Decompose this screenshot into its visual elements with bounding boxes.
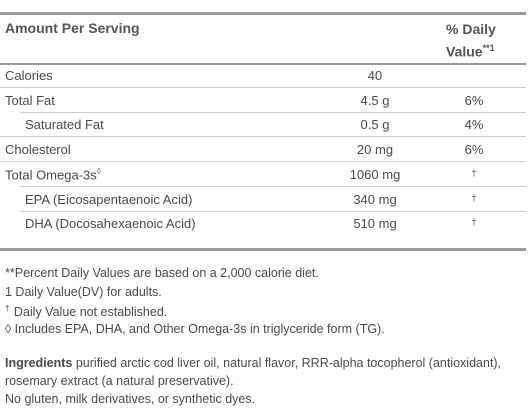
nutrient-dv: † bbox=[471, 217, 477, 227]
nutrient-name-text: Total Omega-3s bbox=[5, 167, 97, 183]
nutrient-name: Saturated Fat bbox=[25, 117, 104, 132]
nutrient-amount: 40 bbox=[367, 68, 383, 83]
dv-header-mark: **1 bbox=[482, 43, 495, 53]
dv-header-line2: Value bbox=[446, 43, 483, 60]
dagger-mark: † bbox=[5, 304, 10, 313]
row-divider bbox=[0, 161, 526, 162]
nutrient-name: Cholesterol bbox=[5, 142, 71, 157]
nutrient-dv: 4% bbox=[464, 117, 484, 132]
row-divider bbox=[0, 87, 526, 88]
top-divider bbox=[0, 12, 526, 15]
ingredients-note: No gluten, milk derivatives, or syntheti… bbox=[5, 392, 256, 406]
row-divider bbox=[20, 211, 526, 212]
diamond-footnote: ◊ Includes EPA, DHA, and Other Omega-3s … bbox=[5, 322, 385, 336]
percent-dv-footnote: **Percent Daily Values are based on a 2,… bbox=[5, 266, 319, 280]
header-divider bbox=[0, 63, 526, 65]
nutrient-name: DHA (Docosahexaenoic Acid) bbox=[25, 216, 196, 231]
amount-per-serving-header: Amount Per Serving bbox=[5, 20, 140, 36]
ingredients-block: Ingredients purified arctic cod liver oi… bbox=[5, 354, 525, 408]
diamond-mark: ◊ bbox=[96, 167, 101, 176]
nutrient-name: EPA (Eicosapentaenoic Acid) bbox=[25, 192, 193, 207]
nutrient-dv: 6% bbox=[464, 142, 484, 157]
bottom-divider bbox=[0, 248, 526, 251]
dv-adults-footnote: 1 Daily Value(DV) for adults. bbox=[5, 285, 162, 299]
row-divider bbox=[20, 112, 526, 113]
nutrient-dv: † bbox=[471, 168, 477, 178]
dagger-footnote-text: Daily Value not established. bbox=[10, 305, 168, 320]
nutrient-name: Calories bbox=[5, 68, 53, 83]
daily-value-header: % Daily Value**1 bbox=[446, 20, 496, 62]
row-divider bbox=[20, 186, 526, 187]
nutrient-row-calories: Calories 40 bbox=[0, 64, 526, 88]
nutrient-name: Total Fat bbox=[5, 93, 55, 108]
ingredients-label: Ingredients bbox=[5, 356, 73, 370]
row-divider bbox=[0, 136, 526, 137]
nutrient-amount: 4.5 g bbox=[360, 93, 390, 108]
nutrient-amount: 20 mg bbox=[356, 142, 394, 157]
nutrient-row-cholesterol: Cholesterol 20 mg 6% bbox=[0, 138, 526, 162]
nutrient-row-saturated-fat: Saturated Fat 0.5 g 4% bbox=[0, 113, 526, 137]
nutrient-dv: 6% bbox=[464, 93, 484, 108]
nutrient-amount: 1060 mg bbox=[349, 167, 401, 182]
nutrient-row-total-fat: Total Fat 4.5 g 6% bbox=[0, 89, 526, 113]
nutrient-dv: † bbox=[471, 193, 477, 203]
nutrient-amount: 340 mg bbox=[353, 192, 397, 207]
ingredients-text: purified arctic cod liver oil, natural f… bbox=[5, 356, 502, 388]
nutrient-amount: 510 mg bbox=[353, 216, 397, 231]
nutrient-amount: 0.5 g bbox=[360, 117, 390, 132]
nutrient-row-epa: EPA (Eicosapentaenoic Acid) 340 mg † bbox=[0, 188, 526, 212]
nutrient-name: Total Omega-3s◊ bbox=[5, 167, 101, 182]
nutrient-row-total-omega-3s: Total Omega-3s◊ 1060 mg † bbox=[0, 163, 526, 187]
dagger-footnote: † Daily Value not established. bbox=[5, 304, 167, 319]
nutrient-row-dha: DHA (Docosahexaenoic Acid) 510 mg † bbox=[0, 212, 526, 236]
dv-header-line1: % Daily bbox=[446, 21, 496, 37]
